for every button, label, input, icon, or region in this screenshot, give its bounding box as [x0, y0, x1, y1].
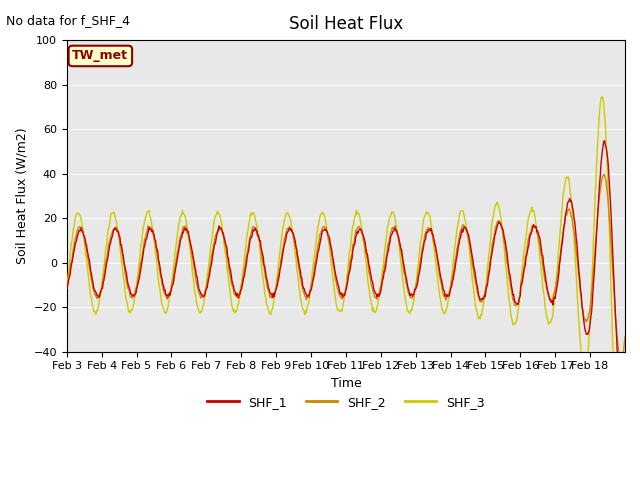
Title: Soil Heat Flux: Soil Heat Flux	[289, 15, 403, 33]
X-axis label: Time: Time	[330, 377, 361, 390]
Y-axis label: Soil Heat Flux (W/m2): Soil Heat Flux (W/m2)	[15, 128, 28, 264]
Text: No data for f_SHF_4: No data for f_SHF_4	[6, 14, 131, 27]
Text: TW_met: TW_met	[72, 49, 129, 62]
Legend: SHF_1, SHF_2, SHF_3: SHF_1, SHF_2, SHF_3	[202, 391, 490, 414]
